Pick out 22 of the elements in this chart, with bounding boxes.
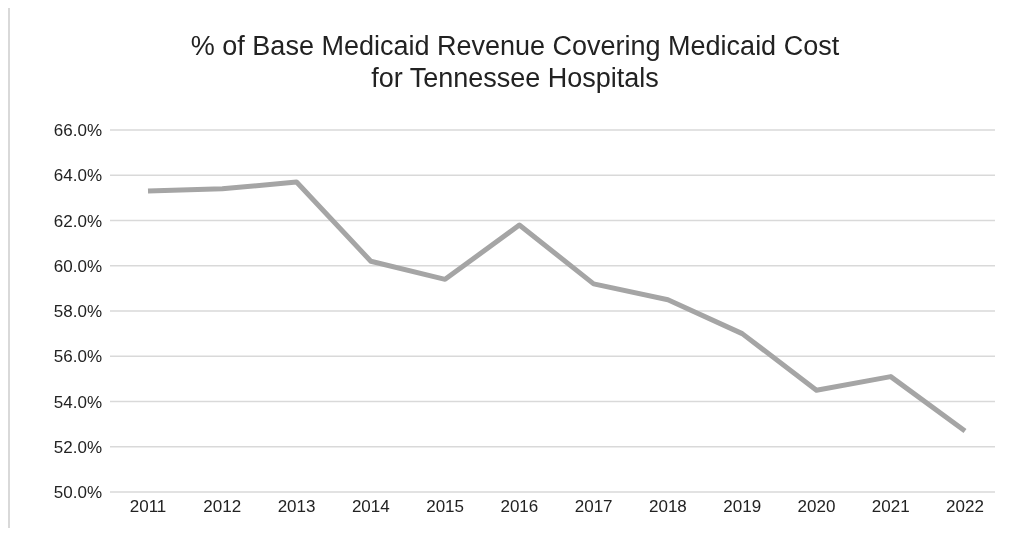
y-tick-label: 62.0% — [53, 211, 102, 231]
x-tick-label: 2012 — [203, 497, 242, 517]
x-tick-label: 2016 — [500, 497, 539, 517]
y-tick-label: 50.0% — [53, 483, 102, 503]
y-tick-label: 58.0% — [53, 302, 102, 322]
x-tick-label: 2021 — [871, 497, 910, 517]
y-tick-label: 56.0% — [53, 347, 102, 367]
x-tick-label: 2018 — [649, 497, 687, 517]
x-tick-label: 2019 — [723, 497, 762, 517]
y-tick-label: 64.0% — [53, 166, 102, 186]
x-tick-label: 2020 — [797, 497, 836, 517]
y-tick-label: 66.0% — [53, 121, 102, 141]
x-tick-label: 2013 — [277, 497, 316, 517]
chart-title: % of Base Medicaid Revenue Covering Medicaid Cost for Tennessee Hospitals — [189, 30, 841, 94]
x-tick-label: 2015 — [426, 497, 464, 517]
x-tick-label: 2017 — [574, 497, 613, 517]
y-tick-label: 52.0% — [53, 437, 102, 457]
y-tick-label: 54.0% — [53, 392, 102, 412]
x-tick-label: 2014 — [351, 497, 390, 517]
x-tick-label: 2022 — [946, 497, 984, 517]
y-tick-label: 60.0% — [53, 256, 102, 276]
x-tick-label: 2011 — [129, 497, 167, 517]
